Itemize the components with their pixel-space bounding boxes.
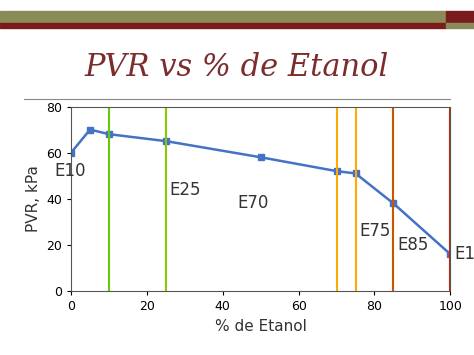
Text: E100: E100 bbox=[454, 245, 474, 263]
Text: PVR vs % de Etanol: PVR vs % de Etanol bbox=[85, 52, 389, 83]
Text: E85: E85 bbox=[397, 236, 428, 254]
Bar bbox=[0, 11, 446, 23]
Bar bbox=[446, 23, 474, 28]
X-axis label: % de Etanol: % de Etanol bbox=[215, 319, 307, 334]
Text: E70: E70 bbox=[237, 195, 268, 212]
Bar bbox=[0, 23, 446, 28]
Y-axis label: PVR, kPa: PVR, kPa bbox=[26, 165, 40, 232]
Bar bbox=[446, 11, 474, 23]
Text: E25: E25 bbox=[170, 181, 201, 198]
Text: E75: E75 bbox=[359, 222, 391, 240]
Text: E10: E10 bbox=[55, 162, 86, 180]
